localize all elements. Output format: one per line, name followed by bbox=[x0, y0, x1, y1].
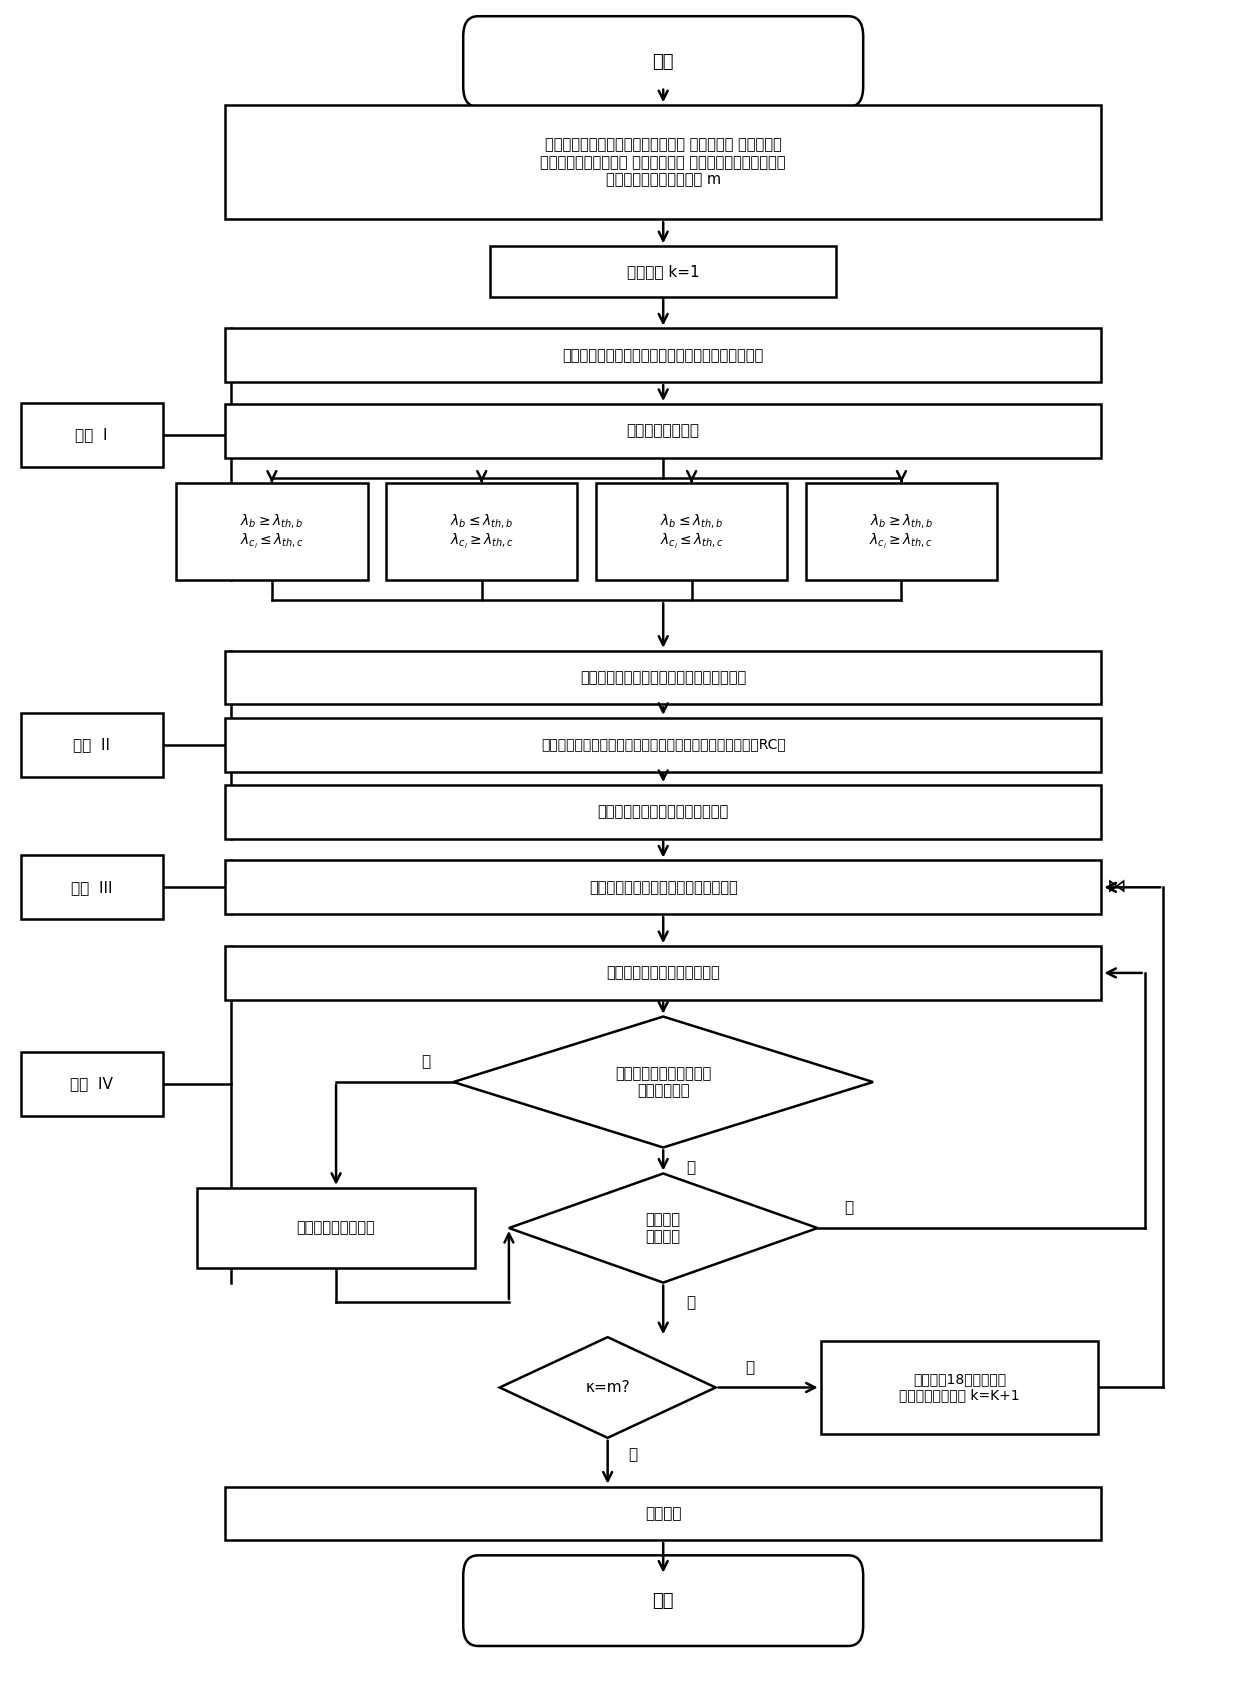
Bar bbox=[21, 1052, 162, 1115]
Bar bbox=[821, 1342, 1099, 1433]
Bar bbox=[386, 483, 578, 581]
Text: 获取当前电力系统的网络拓扑结构、 维修计划、 负荷预测数
据、发电机出力计划、 预想事故集、 输入备选开断输电线路和
允许开断输电线路的数量 m: 获取当前电力系统的网络拓扑结构、 维修计划、 负荷预测数 据、发电机出力计划、 … bbox=[541, 138, 786, 187]
Text: 阶段  II: 阶段 II bbox=[73, 738, 110, 753]
Text: 开始: 开始 bbox=[652, 52, 675, 71]
Text: 置计数器 k=1: 置计数器 k=1 bbox=[627, 264, 699, 280]
Bar bbox=[224, 946, 1101, 1000]
Bar bbox=[224, 861, 1101, 914]
FancyBboxPatch shape bbox=[464, 17, 863, 106]
Text: 所有预想事故的负荷裕度
都满足要求？: 所有预想事故的负荷裕度 都满足要求？ bbox=[615, 1066, 712, 1098]
Text: 否: 否 bbox=[422, 1054, 430, 1069]
Text: 执行预想事故分析: 执行预想事故分析 bbox=[626, 423, 699, 438]
Text: 执行预期基态电力系统的开断线路识别: 执行预期基态电力系统的开断线路识别 bbox=[589, 879, 738, 894]
Bar bbox=[176, 483, 367, 581]
Polygon shape bbox=[508, 1174, 817, 1283]
Bar bbox=[490, 246, 836, 296]
Bar bbox=[224, 1487, 1101, 1541]
Text: 否: 否 bbox=[843, 1201, 853, 1216]
Text: ⋈: ⋈ bbox=[1106, 877, 1126, 898]
Text: $\lambda_b \geq \lambda_{th,b}$
$\lambda_{c_i} \leq \lambda_{th,c}$: $\lambda_b \geq \lambda_{th,b}$ $\lambda… bbox=[239, 512, 304, 551]
Text: 根据式（18）生成备选
开断线路集合，置 k=K+1: 根据式（18）生成备选 开断线路集合，置 k=K+1 bbox=[899, 1372, 1019, 1403]
Text: $\lambda_b \leq \lambda_{th,b}$
$\lambda_{c_i} \geq \lambda_{th,c}$: $\lambda_b \leq \lambda_{th,b}$ $\lambda… bbox=[450, 512, 513, 551]
Bar bbox=[224, 650, 1101, 704]
Text: 应用聚类方法对所有预想事故进行聚类分组: 应用聚类方法对所有预想事故进行聚类分组 bbox=[580, 670, 746, 685]
Bar bbox=[224, 785, 1101, 839]
Text: 选取每组中负荷裕度最低的预想事故作为该组的代表事故（RC）: 选取每组中负荷裕度最低的预想事故作为该组的代表事故（RC） bbox=[541, 738, 786, 751]
Bar bbox=[596, 483, 787, 581]
Text: 提取一个解执行预想事故分析: 提取一个解执行预想事故分析 bbox=[606, 965, 720, 980]
Text: 否: 否 bbox=[745, 1361, 755, 1374]
Text: 输出结果: 输出结果 bbox=[645, 1505, 682, 1521]
Text: 阶段  I: 阶段 I bbox=[76, 428, 108, 443]
Bar bbox=[197, 1187, 475, 1268]
Bar bbox=[21, 855, 162, 919]
Text: $\lambda_b \leq \lambda_{th,b}$
$\lambda_{c_i} \leq \lambda_{th,c}$: $\lambda_b \leq \lambda_{th,b}$ $\lambda… bbox=[660, 512, 724, 551]
Bar bbox=[224, 717, 1101, 771]
Text: 是: 是 bbox=[686, 1160, 694, 1175]
FancyBboxPatch shape bbox=[464, 1556, 863, 1645]
Text: 执行预想事故代表的开断线路识别: 执行预想事故代表的开断线路识别 bbox=[598, 805, 729, 820]
Bar bbox=[21, 402, 162, 466]
Text: $\lambda_b \geq \lambda_{th,b}$
$\lambda_{c_i} \geq \lambda_{th,c}$: $\lambda_b \geq \lambda_{th,b}$ $\lambda… bbox=[869, 512, 934, 551]
Text: 结束: 结束 bbox=[652, 1591, 675, 1610]
Text: 所有解都
校验了？: 所有解都 校验了？ bbox=[646, 1212, 681, 1244]
Bar bbox=[21, 712, 162, 776]
Text: 是: 是 bbox=[686, 1295, 694, 1310]
Bar bbox=[806, 483, 997, 581]
Bar bbox=[224, 328, 1101, 382]
Polygon shape bbox=[454, 1017, 873, 1147]
Text: 阶段  III: 阶段 III bbox=[71, 879, 113, 894]
Text: 阶段  IV: 阶段 IV bbox=[71, 1076, 113, 1091]
Text: 应用连续潮流方法计算预期基态电力系统的负荷裕度: 应用连续潮流方法计算预期基态电力系统的负荷裕度 bbox=[563, 349, 764, 362]
Bar bbox=[224, 404, 1101, 458]
Text: κ=m?: κ=m? bbox=[585, 1379, 630, 1394]
Text: 是: 是 bbox=[627, 1447, 637, 1462]
Polygon shape bbox=[500, 1337, 715, 1438]
Text: 从解集合中剔除该解: 从解集合中剔除该解 bbox=[296, 1221, 376, 1236]
Bar bbox=[224, 104, 1101, 219]
